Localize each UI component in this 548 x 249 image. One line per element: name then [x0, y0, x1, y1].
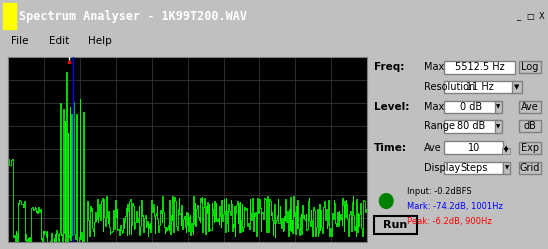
- FancyBboxPatch shape: [495, 101, 502, 114]
- Text: ▼: ▼: [505, 165, 509, 170]
- Text: ▼: ▼: [496, 124, 500, 129]
- FancyBboxPatch shape: [444, 101, 498, 114]
- Text: Max: Max: [424, 102, 444, 112]
- Text: 11 Hz: 11 Hz: [466, 82, 494, 92]
- FancyBboxPatch shape: [374, 216, 417, 234]
- FancyBboxPatch shape: [502, 148, 510, 154]
- FancyBboxPatch shape: [519, 62, 541, 73]
- Text: File: File: [11, 36, 28, 46]
- Circle shape: [379, 193, 394, 209]
- Text: Display: Display: [424, 163, 460, 173]
- Bar: [536, 5, 547, 27]
- Bar: [3, 3, 16, 29]
- FancyBboxPatch shape: [444, 61, 515, 74]
- Text: Input: -0.2dBFS: Input: -0.2dBFS: [407, 187, 471, 196]
- Text: Run: Run: [384, 220, 408, 230]
- Text: Edit: Edit: [49, 36, 70, 46]
- Text: Steps: Steps: [460, 163, 487, 173]
- Text: □: □: [526, 12, 534, 21]
- Text: 5512.5 Hz: 5512.5 Hz: [455, 62, 505, 72]
- Text: Time:: Time:: [374, 143, 407, 153]
- Circle shape: [379, 194, 393, 208]
- FancyBboxPatch shape: [519, 120, 541, 132]
- Text: Log: Log: [521, 62, 539, 72]
- Text: ▼: ▼: [515, 84, 520, 90]
- FancyBboxPatch shape: [519, 162, 541, 174]
- Text: Peak: -6.2dB, 900Hz: Peak: -6.2dB, 900Hz: [407, 217, 492, 226]
- Bar: [512, 5, 523, 27]
- Text: Level:: Level:: [374, 102, 410, 112]
- FancyBboxPatch shape: [519, 101, 541, 113]
- Text: Resolution: Resolution: [424, 82, 475, 92]
- Text: Range: Range: [424, 121, 455, 131]
- FancyBboxPatch shape: [444, 162, 504, 174]
- Text: 0 dB: 0 dB: [460, 102, 482, 112]
- Text: Spectrum Analyser - 1K99T200.WAV: Spectrum Analyser - 1K99T200.WAV: [19, 10, 247, 23]
- Text: ▲: ▲: [504, 145, 508, 150]
- Text: 10: 10: [467, 143, 480, 153]
- FancyBboxPatch shape: [512, 81, 522, 93]
- Text: _: _: [516, 12, 520, 21]
- Text: ▼: ▼: [504, 148, 508, 153]
- FancyBboxPatch shape: [502, 148, 510, 154]
- Text: X: X: [539, 12, 545, 21]
- Text: Mark: -74.2dB, 1001Hz: Mark: -74.2dB, 1001Hz: [407, 202, 503, 211]
- Text: Max: Max: [424, 62, 444, 72]
- Bar: [524, 5, 535, 27]
- Text: Ave: Ave: [521, 102, 539, 112]
- Text: ▼: ▼: [496, 105, 500, 110]
- Text: Freq:: Freq:: [374, 62, 405, 72]
- Text: Ave: Ave: [424, 143, 441, 153]
- FancyBboxPatch shape: [495, 120, 502, 133]
- Text: Exp: Exp: [521, 143, 539, 153]
- FancyBboxPatch shape: [519, 142, 541, 154]
- Text: Help: Help: [88, 36, 111, 46]
- FancyBboxPatch shape: [444, 141, 504, 154]
- FancyBboxPatch shape: [504, 162, 510, 174]
- FancyBboxPatch shape: [444, 81, 515, 93]
- Text: Grid: Grid: [520, 163, 540, 173]
- FancyBboxPatch shape: [444, 120, 498, 133]
- Text: 80 dB: 80 dB: [457, 121, 486, 131]
- Text: dB: dB: [523, 121, 536, 131]
